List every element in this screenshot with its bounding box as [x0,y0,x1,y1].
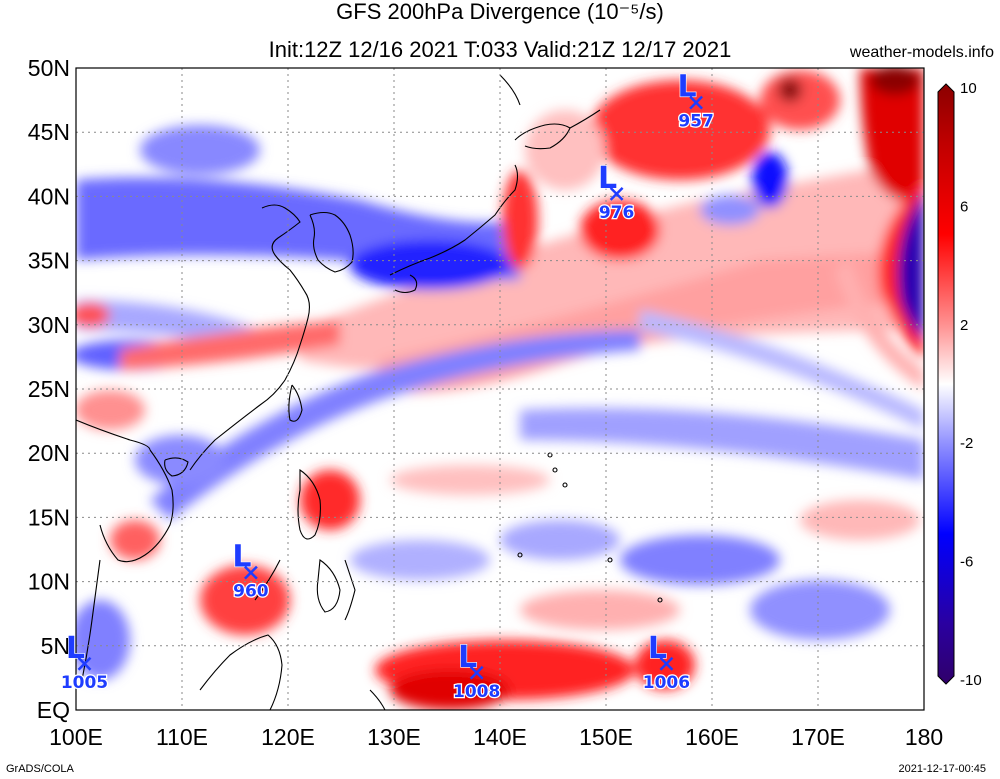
lat-tick-label: 10N [28,569,70,595]
lon-tick-label: 140E [473,724,527,750]
low-pressure-value: 957 [678,112,714,132]
colorbar-tick-label: 2 [960,317,968,334]
low-center-cross-icon [609,186,624,201]
low-letter: L [648,631,667,666]
coastlines [76,74,663,710]
lat-tick-label: 20N [28,440,70,466]
colorbar-tick-label: -10 [960,672,982,689]
lat-tick-label: 25N [28,376,70,402]
colorbar: 10 6 2 -2 -6 -10 [937,80,982,689]
title-line-2: Init:12Z 12/16 2021 T:033 Valid:21Z 12/1… [268,37,732,62]
title-line-1: GFS 200hPa Divergence (10⁻⁵/s) [336,0,664,24]
colorbar-scale [937,83,955,685]
map-grid [76,68,924,710]
lon-tick-label: 130E [367,724,421,750]
colorbar-labels: 10 6 2 -2 -6 -10 [960,80,982,689]
lon-tick-label: 180 [905,724,943,750]
lat-tick-label: EQ [37,697,70,723]
low-center-cross-icon [659,656,674,671]
low-pressure-center: L 1008 [452,639,502,703]
lat-tick-label: 30N [28,312,70,338]
lon-tick-label: 160E [685,724,739,750]
longitude-axis: 100E 110E 120E 130E 140E 150E 160E 170E 180 [49,724,943,750]
latitude-axis: EQ 5N 10N 15N 20N 25N 30N 35N 40N 45N 50N [28,55,70,723]
lat-tick-label: 50N [28,55,70,81]
divergence-field [76,68,924,710]
low-pressure-center: L 1005 [60,630,110,694]
low-letter: L [458,640,477,675]
colorbar-tick-label: 6 [960,198,968,215]
low-pressure-value: 1008 [453,682,500,702]
lon-tick-label: 120E [261,724,315,750]
low-pressure-center: L 1006 [642,630,692,694]
low-pressure-center: L 957 [677,69,715,133]
low-center-cross-icon [689,95,703,110]
low-center-cross-icon [77,656,92,671]
footer-right: 2021-12-17-00:45 [898,763,986,775]
plot-frame [75,67,925,711]
low-pressure-center: L 976 [597,160,635,224]
low-letter: L [232,540,251,575]
low-letter: L [598,161,617,196]
lat-tick-label: 15N [28,504,70,530]
lon-tick-label: 150E [579,724,633,750]
lat-tick-label: 5N [41,633,70,659]
colorbar-tick-label: 10 [960,80,977,97]
low-pressure-value: 1006 [643,673,690,693]
footer-left: GrADS/COLA [6,763,74,775]
low-pressure-value: 960 [233,582,269,602]
low-pressure-value: 1005 [61,673,108,693]
lat-tick-label: 40N [28,183,70,209]
low-center-cross-icon [244,565,258,580]
lat-tick-label: 45N [28,119,70,145]
low-pressure-value: 976 [599,203,635,223]
low-center-cross-icon [469,665,484,680]
low-pressure-center: L 960 [232,539,270,603]
lon-tick-label: 100E [49,724,103,750]
lon-tick-label: 110E [156,724,208,750]
lon-tick-label: 170E [791,724,845,750]
site-label: weather-models.info [849,44,994,61]
lat-tick-label: 35N [28,248,70,274]
low-letter: L [678,70,697,105]
low-pressure-markers: L 957 L 976 L 960 L 1005 L 1008 L 1006 [60,69,716,703]
low-letter: L [66,631,85,666]
colorbar-tick-label: -2 [960,435,973,452]
colorbar-tick-label: -6 [960,554,973,571]
